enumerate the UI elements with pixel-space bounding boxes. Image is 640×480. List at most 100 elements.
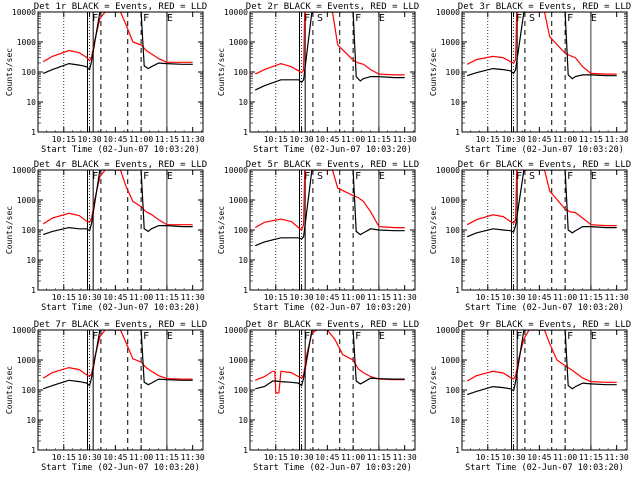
y-tick-label: 10	[450, 98, 460, 107]
x-tick-label: 11:30	[393, 453, 417, 462]
x-tick-label: 11:00	[129, 293, 153, 302]
y-tick-label: 10	[238, 416, 248, 425]
series-lld	[42, 330, 193, 380]
flag-label: F	[567, 13, 573, 24]
y-tick-label: 10	[26, 256, 36, 265]
flag-label: F	[516, 331, 522, 342]
series-events	[467, 12, 617, 80]
y-axis-label: Counts/sec	[217, 206, 226, 254]
y-tick-label: 100	[234, 386, 249, 395]
panel-title: Det 5r BLACK = Events, RED = LLD	[246, 160, 419, 170]
x-axis-label: Start Time (02-Jun-07 10:03:20)	[41, 145, 200, 155]
y-tick-label: 10000	[224, 326, 248, 335]
x-tick-label: 10:45	[527, 135, 551, 144]
y-tick-label: 1000	[229, 196, 248, 205]
x-tick-label: 11:30	[181, 135, 205, 144]
x-tick-label: 10:15	[52, 135, 76, 144]
x-tick-label: 10:45	[527, 293, 551, 302]
flag-label: F	[304, 13, 310, 24]
flag-label: E	[591, 171, 597, 182]
x-tick-label: 10:45	[315, 135, 339, 144]
x-tick-label: 10:15	[476, 135, 500, 144]
series-lld	[42, 170, 193, 226]
x-tick-label: 11:30	[393, 293, 417, 302]
x-tick-label: 11:30	[181, 453, 205, 462]
x-tick-label: 11:15	[579, 453, 603, 462]
x-tick-label: 10:15	[476, 453, 500, 462]
flag-label: F	[143, 331, 149, 342]
flag-label: F	[143, 171, 149, 182]
x-axis-label: Start Time (02-Jun-07 10:03:20)	[41, 303, 200, 313]
y-axis-label: Counts/sec	[217, 48, 226, 96]
x-tick-label: 11:15	[367, 453, 391, 462]
y-tick-label: 1	[243, 128, 248, 137]
y-tick-label: 1000	[441, 196, 460, 205]
x-tick-label: 10:15	[476, 293, 500, 302]
y-tick-label: 100	[22, 386, 37, 395]
y-tick-label: 1000	[17, 196, 36, 205]
flag-label: S	[529, 171, 535, 182]
y-tick-label: 100	[234, 68, 249, 77]
x-tick-label: 10:15	[52, 293, 76, 302]
flag-label: F	[304, 331, 310, 342]
series-lld	[466, 170, 617, 227]
x-tick-label: 11:15	[367, 135, 391, 144]
y-tick-label: 10	[238, 256, 248, 265]
x-tick-label: 11:15	[155, 453, 179, 462]
flag-label: F	[304, 171, 310, 182]
x-tick-label: 11:15	[579, 135, 603, 144]
flag-label: F	[92, 171, 98, 182]
x-tick-label: 10:45	[315, 453, 339, 462]
y-axis-label: Counts/sec	[5, 48, 14, 96]
panel-title: Det 4r BLACK = Events, RED = LLD	[34, 160, 207, 170]
flag-label: F	[516, 171, 522, 182]
y-tick-label: 1000	[17, 356, 36, 365]
y-tick-label: 10000	[224, 8, 248, 17]
plot-frame	[37, 11, 204, 133]
y-tick-label: 10000	[436, 166, 460, 175]
flag-label: F	[567, 171, 573, 182]
x-tick-label: 11:15	[155, 293, 179, 302]
series-events	[42, 12, 193, 74]
x-tick-label: 10:15	[264, 453, 288, 462]
x-tick-label: 11:00	[553, 135, 577, 144]
series-lld	[466, 12, 617, 75]
series-events	[467, 330, 617, 396]
x-tick-label: 10:30	[290, 135, 314, 144]
x-tick-label: 10:30	[502, 453, 526, 462]
series-lld	[42, 12, 193, 63]
panel-title: Det 6r BLACK = Events, RED = LLD	[458, 160, 631, 170]
flag-label: S	[529, 13, 535, 24]
y-tick-label: 10	[26, 98, 36, 107]
series-events	[254, 170, 405, 247]
y-tick-label: 1	[31, 286, 36, 295]
x-tick-label: 10:30	[502, 293, 526, 302]
y-tick-label: 1	[243, 286, 248, 295]
flag-label: F	[355, 171, 361, 182]
x-axis-label: Start Time (02-Jun-07 10:03:20)	[253, 463, 412, 473]
y-axis-label: Counts/sec	[429, 366, 438, 414]
series-events	[43, 330, 193, 390]
series-lld	[254, 12, 405, 76]
y-tick-label: 10000	[12, 166, 36, 175]
x-tick-label: 10:30	[78, 293, 102, 302]
y-tick-label: 10	[450, 416, 460, 425]
y-tick-label: 1	[455, 128, 460, 137]
flag-label: F	[567, 331, 573, 342]
x-tick-label: 10:45	[527, 453, 551, 462]
series-lld	[254, 170, 405, 231]
x-axis-label: Start Time (02-Jun-07 10:03:20)	[41, 463, 200, 473]
y-tick-label: 1000	[229, 356, 248, 365]
x-tick-label: 11:30	[605, 293, 629, 302]
x-tick-label: 10:45	[103, 293, 127, 302]
y-tick-label: 1000	[17, 38, 36, 47]
flag-label: E	[591, 331, 597, 342]
flag-label: E	[167, 13, 173, 24]
flag-label: E	[379, 13, 385, 24]
flag-label: E	[167, 171, 173, 182]
